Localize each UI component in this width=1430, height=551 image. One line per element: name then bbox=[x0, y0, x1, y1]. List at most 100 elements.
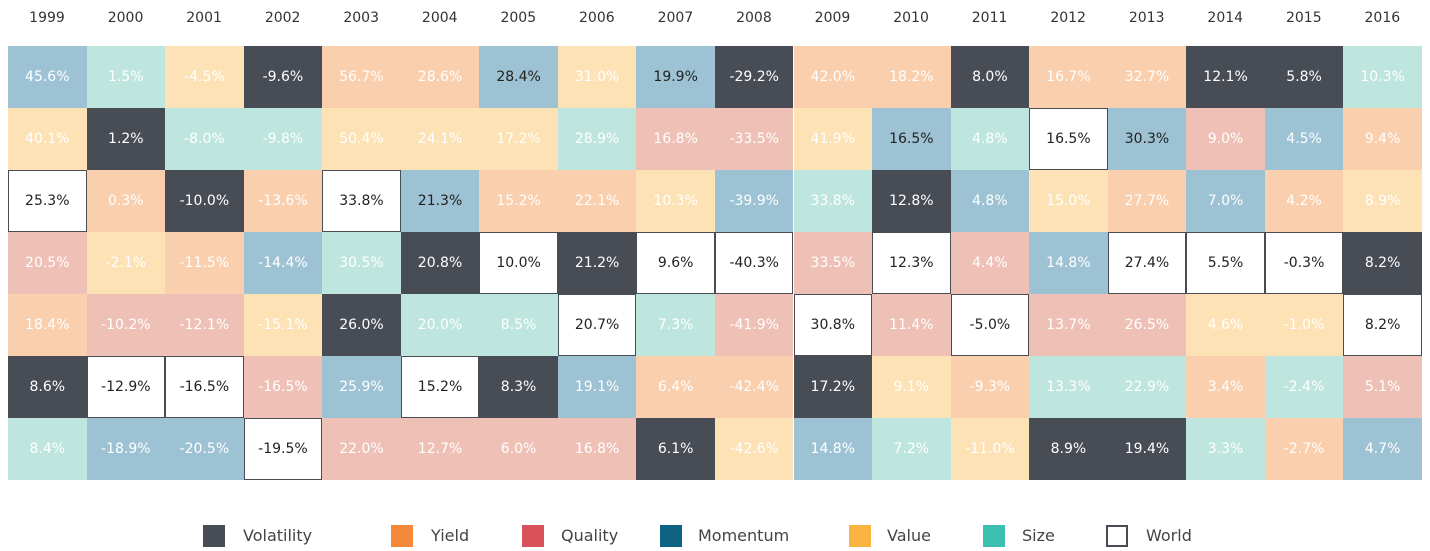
cell: 1.5% bbox=[86, 46, 166, 108]
cell: 10.3% bbox=[636, 170, 715, 232]
cell: 8.3% bbox=[479, 356, 558, 418]
cell: 3.3% bbox=[1186, 418, 1265, 480]
cell: -42.6% bbox=[714, 418, 794, 480]
year-label: 2009 bbox=[814, 10, 851, 26]
cell: 19.9% bbox=[636, 46, 715, 108]
legend-swatch bbox=[522, 525, 544, 547]
year-label: 2015 bbox=[1285, 10, 1322, 26]
cell: 45.6% bbox=[8, 46, 87, 108]
legend-label: Value bbox=[887, 526, 931, 545]
cell: 31.0% bbox=[557, 46, 637, 108]
cell: -2.1% bbox=[86, 232, 166, 294]
year-label: 2013 bbox=[1128, 10, 1165, 26]
cell: 7.0% bbox=[1186, 170, 1265, 232]
cell: 30.5% bbox=[322, 232, 401, 294]
legend-label: Quality bbox=[561, 526, 619, 545]
cell: -2.7% bbox=[1264, 418, 1344, 480]
cell: 8.5% bbox=[479, 294, 558, 356]
cell: -9.3% bbox=[950, 356, 1030, 418]
cell: 8.6% bbox=[8, 356, 87, 418]
year-label: 2011 bbox=[971, 10, 1008, 26]
year-label: 2014 bbox=[1207, 10, 1244, 26]
cell: 4.5% bbox=[1264, 108, 1344, 170]
cell: 6.0% bbox=[479, 418, 558, 480]
year-label: 2000 bbox=[107, 10, 144, 26]
cell: 12.7% bbox=[400, 418, 480, 480]
cell: 21.3% bbox=[400, 170, 480, 232]
cell: -5.0% bbox=[950, 294, 1030, 356]
cell: -41.9% bbox=[714, 294, 794, 356]
cell: -8.0% bbox=[165, 108, 244, 170]
cell: -0.3% bbox=[1264, 232, 1344, 294]
cell: 7.2% bbox=[872, 418, 951, 480]
cell: 9.6% bbox=[636, 232, 715, 294]
legend-label: Yield bbox=[431, 526, 470, 545]
cell: 10.0% bbox=[479, 232, 558, 294]
cell: -16.5% bbox=[243, 356, 323, 418]
year-label: 2003 bbox=[343, 10, 379, 26]
cell: 33.8% bbox=[793, 170, 873, 232]
cell: 7.3% bbox=[636, 294, 715, 356]
cell: 19.4% bbox=[1107, 418, 1187, 480]
cell: 4.2% bbox=[1264, 170, 1344, 232]
cell: 21.2% bbox=[557, 232, 637, 294]
cell: 4.7% bbox=[1343, 418, 1422, 480]
cell: 25.9% bbox=[322, 356, 401, 418]
cell: 16.8% bbox=[557, 418, 637, 480]
cell: 20.7% bbox=[557, 294, 637, 356]
cell: 0.3% bbox=[86, 170, 166, 232]
cell: 20.5% bbox=[8, 232, 87, 294]
cell: -9.8% bbox=[243, 108, 323, 170]
cell: 28.6% bbox=[400, 46, 480, 108]
cell: -16.5% bbox=[165, 356, 244, 418]
cell: -10.2% bbox=[86, 294, 166, 356]
cell: 8.2% bbox=[1343, 232, 1422, 294]
cell: 16.5% bbox=[1029, 108, 1108, 170]
cell: 17.2% bbox=[793, 356, 873, 418]
year-label: 2008 bbox=[736, 10, 772, 26]
cell: -42.4% bbox=[714, 356, 794, 418]
cell: -1.0% bbox=[1264, 294, 1344, 356]
cell: -40.3% bbox=[714, 232, 794, 294]
legend-swatch bbox=[660, 525, 682, 547]
legend-label: World bbox=[1146, 526, 1192, 545]
cell: 56.7% bbox=[322, 46, 401, 108]
legend-swatch bbox=[391, 525, 413, 547]
cell: 8.9% bbox=[1029, 418, 1108, 480]
cell: 28.9% bbox=[557, 108, 637, 170]
cell: 28.4% bbox=[479, 46, 558, 108]
cell: -19.5% bbox=[243, 418, 323, 480]
year-label: 2001 bbox=[186, 10, 222, 26]
year-label: 2012 bbox=[1050, 10, 1086, 26]
year-label: 2010 bbox=[893, 10, 929, 26]
legend-swatch bbox=[849, 525, 871, 547]
cell: 13.3% bbox=[1029, 356, 1108, 418]
cell: 30.3% bbox=[1107, 108, 1187, 170]
year-label: 2007 bbox=[657, 10, 694, 26]
cell: 4.4% bbox=[950, 232, 1030, 294]
year-label: 1999 bbox=[29, 10, 65, 26]
cell: -11.5% bbox=[165, 232, 244, 294]
cell: 16.8% bbox=[636, 108, 715, 170]
cell: 4.8% bbox=[950, 170, 1030, 232]
cell: 5.1% bbox=[1343, 356, 1422, 418]
cell: 13.7% bbox=[1029, 294, 1108, 356]
cell: -12.1% bbox=[165, 294, 244, 356]
cell: 8.2% bbox=[1343, 294, 1422, 356]
cell: 30.8% bbox=[793, 294, 873, 356]
cell: 22.9% bbox=[1107, 356, 1187, 418]
cell: 14.8% bbox=[1029, 232, 1108, 294]
legend-swatch bbox=[203, 525, 225, 547]
cell: 8.0% bbox=[950, 46, 1030, 108]
cell: 20.0% bbox=[400, 294, 480, 356]
cell: -14.4% bbox=[243, 232, 323, 294]
cell: 27.7% bbox=[1107, 170, 1187, 232]
cell: -9.6% bbox=[243, 46, 323, 108]
cell: 19.1% bbox=[557, 356, 637, 418]
legend-swatch bbox=[983, 525, 1005, 547]
cell: 3.4% bbox=[1186, 356, 1265, 418]
cell: 27.4% bbox=[1107, 232, 1187, 294]
legend-label: Momentum bbox=[698, 526, 790, 545]
legend-label: Size bbox=[1022, 526, 1055, 545]
cell: 12.1% bbox=[1186, 46, 1265, 108]
